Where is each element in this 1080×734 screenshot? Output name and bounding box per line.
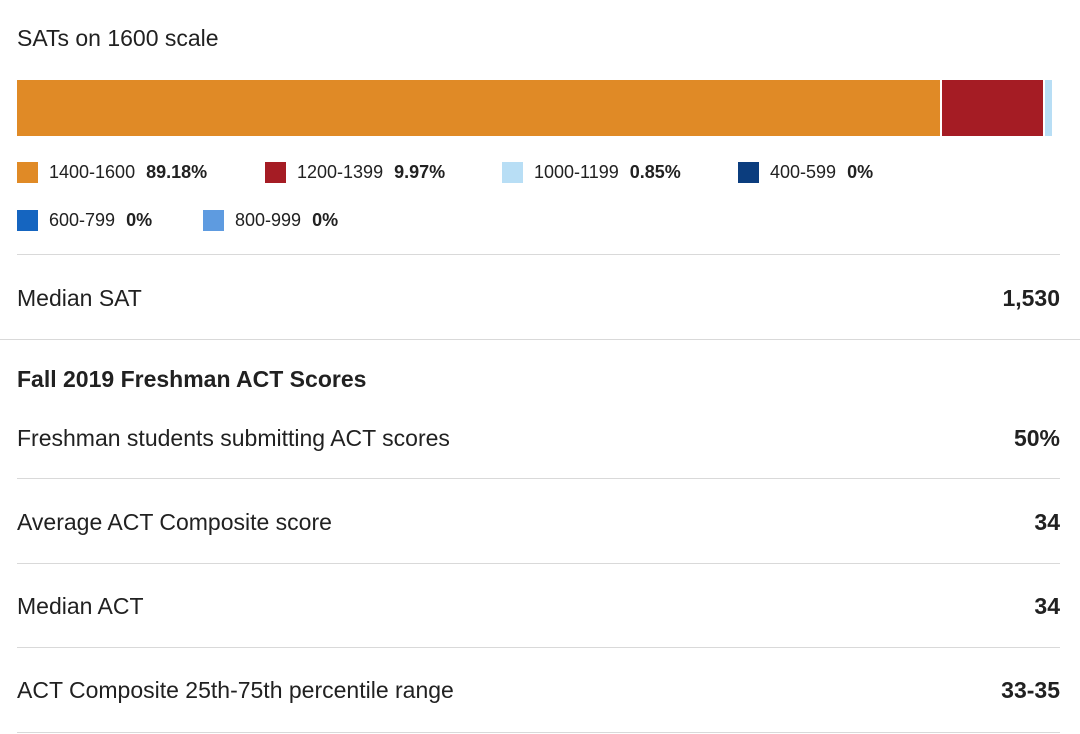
act-median-row: Median ACT 34 xyxy=(0,578,1080,634)
act-median-label: Median ACT xyxy=(17,592,144,619)
act-submitting-row: Freshman students submitting ACT scores … xyxy=(0,410,1080,466)
act-range-value: 33-35 xyxy=(1001,676,1060,703)
legend-item-600-799: 600-799 0% xyxy=(17,209,203,231)
legend-label-1000-1199: 1000-1199 xyxy=(534,162,619,182)
act-range-row: ACT Composite 25th-75th percentile range… xyxy=(0,662,1080,718)
sat-legend: 1400-1600 89.18% 1200-1399 9.97% 1000-11… xyxy=(17,152,1057,248)
divider xyxy=(17,732,1060,733)
divider xyxy=(17,563,1060,564)
legend-value-600-799: 0% xyxy=(126,210,153,230)
legend-value-800-999: 0% xyxy=(312,210,339,230)
divider xyxy=(17,254,1060,255)
legend-row: 600-799 0% 800-999 0% xyxy=(17,200,1057,240)
legend-value-1200-1399: 9.97% xyxy=(394,162,446,182)
legend-label-400-599: 400-599 xyxy=(770,162,837,182)
sat-stacked-bar xyxy=(17,80,1052,136)
legend-value-1000-1199: 0.85% xyxy=(629,162,681,182)
median-sat-row: Median SAT 1,530 xyxy=(0,270,1080,326)
act-submitting-label: Freshman students submitting ACT scores xyxy=(17,424,450,451)
act-submitting-value: 50% xyxy=(1013,424,1060,451)
bar-segment-1200-1399 xyxy=(940,80,1044,136)
act-average-label: Average ACT Composite score xyxy=(17,508,332,535)
divider xyxy=(17,647,1060,648)
act-median-value: 34 xyxy=(1034,592,1060,619)
legend-value-400-599: 0% xyxy=(847,162,874,182)
legend-item-1400-1600: 1400-1600 89.18% xyxy=(17,161,265,183)
legend-row: 1400-1600 89.18% 1200-1399 9.97% 1000-11… xyxy=(17,152,1057,192)
act-average-row: Average ACT Composite score 34 xyxy=(0,494,1080,550)
bar-segment-1400-1600 xyxy=(17,80,940,136)
legend-item-1000-1199: 1000-1199 0.85% xyxy=(502,161,738,183)
section-divider xyxy=(0,339,1080,340)
legend-swatch-1000-1199 xyxy=(502,161,523,183)
legend-label-600-799: 600-799 xyxy=(49,210,116,230)
median-sat-label: Median SAT xyxy=(17,284,142,311)
legend-item-800-999: 800-999 0% xyxy=(203,209,338,231)
legend-value-1400-1600: 89.18% xyxy=(146,162,208,182)
legend-item-400-599: 400-599 0% xyxy=(738,161,873,183)
divider xyxy=(17,478,1060,479)
act-average-value: 34 xyxy=(1034,508,1060,535)
act-section-title: Fall 2019 Freshman ACT Scores xyxy=(17,366,367,392)
legend-item-1200-1399: 1200-1399 9.97% xyxy=(265,161,502,183)
legend-swatch-600-799 xyxy=(17,209,38,231)
median-sat-value: 1,530 xyxy=(1002,284,1060,311)
legend-label-800-999: 800-999 xyxy=(235,210,302,230)
legend-swatch-800-999 xyxy=(203,209,224,231)
bar-segment-1000-1199 xyxy=(1043,80,1052,136)
legend-swatch-1400-1600 xyxy=(17,161,38,183)
legend-label-1400-1600: 1400-1600 xyxy=(49,162,136,182)
sat-chart-title: SATs on 1600 scale xyxy=(17,25,219,51)
act-range-label: ACT Composite 25th-75th percentile range xyxy=(17,676,454,703)
legend-label-1200-1399: 1200-1399 xyxy=(297,162,384,182)
legend-swatch-1200-1399 xyxy=(265,161,286,183)
legend-swatch-400-599 xyxy=(738,161,759,183)
